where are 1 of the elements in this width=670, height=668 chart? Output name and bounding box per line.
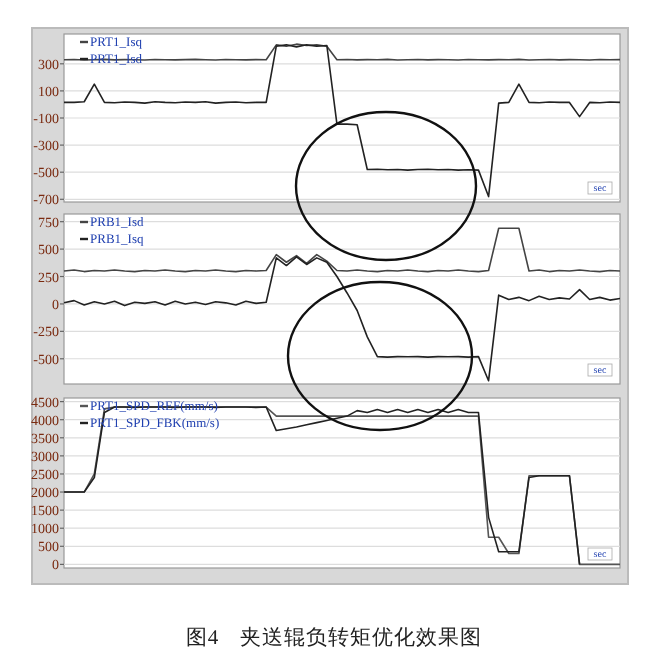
caption: 图4 夹送辊负转矩优化效果图 [185,624,483,650]
